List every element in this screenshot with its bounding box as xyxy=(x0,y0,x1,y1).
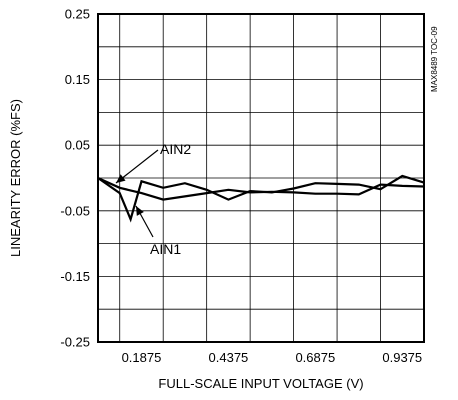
x-axis-title: FULL-SCALE INPUT VOLTAGE (V) xyxy=(158,376,363,391)
ain2-arrowhead xyxy=(116,174,126,183)
x-tick-label: 0.9375 xyxy=(382,350,422,365)
y-tick-label: -0.05 xyxy=(60,203,90,218)
y-tick-label: -0.15 xyxy=(60,269,90,284)
ain1-label: AIN1 xyxy=(150,241,181,257)
series-layer xyxy=(97,174,425,223)
y-tick-label: 0.15 xyxy=(65,72,90,87)
figure-id: MAX8489 TOC-09 xyxy=(430,26,439,92)
x-tick-label: 0.6875 xyxy=(295,350,335,365)
y-tick-label: -0.25 xyxy=(60,335,90,350)
y-axis-title: LINEARITY ERROR (%FS) xyxy=(8,99,23,257)
x-tick-labels: 0.1875 0.4375 0.6875 0.9375 xyxy=(122,350,423,365)
y-tick-labels: 0.25 0.15 0.05 -0.05 -0.15 -0.25 xyxy=(60,7,90,350)
x-tick-label: 0.4375 xyxy=(209,350,249,365)
ain1-arrowhead xyxy=(136,206,144,216)
series-line-ain2 xyxy=(97,176,425,201)
y-tick-label: 0.25 xyxy=(65,7,90,22)
x-tick-label: 0.1875 xyxy=(122,350,162,365)
y-tick-label: 0.05 xyxy=(65,138,90,153)
plot-frame xyxy=(97,13,425,343)
ain2-label: AIN2 xyxy=(160,141,191,157)
grid xyxy=(98,14,424,342)
series-line-ain1 xyxy=(97,174,425,223)
annotation-layer: AIN2 AIN1 xyxy=(115,141,191,257)
